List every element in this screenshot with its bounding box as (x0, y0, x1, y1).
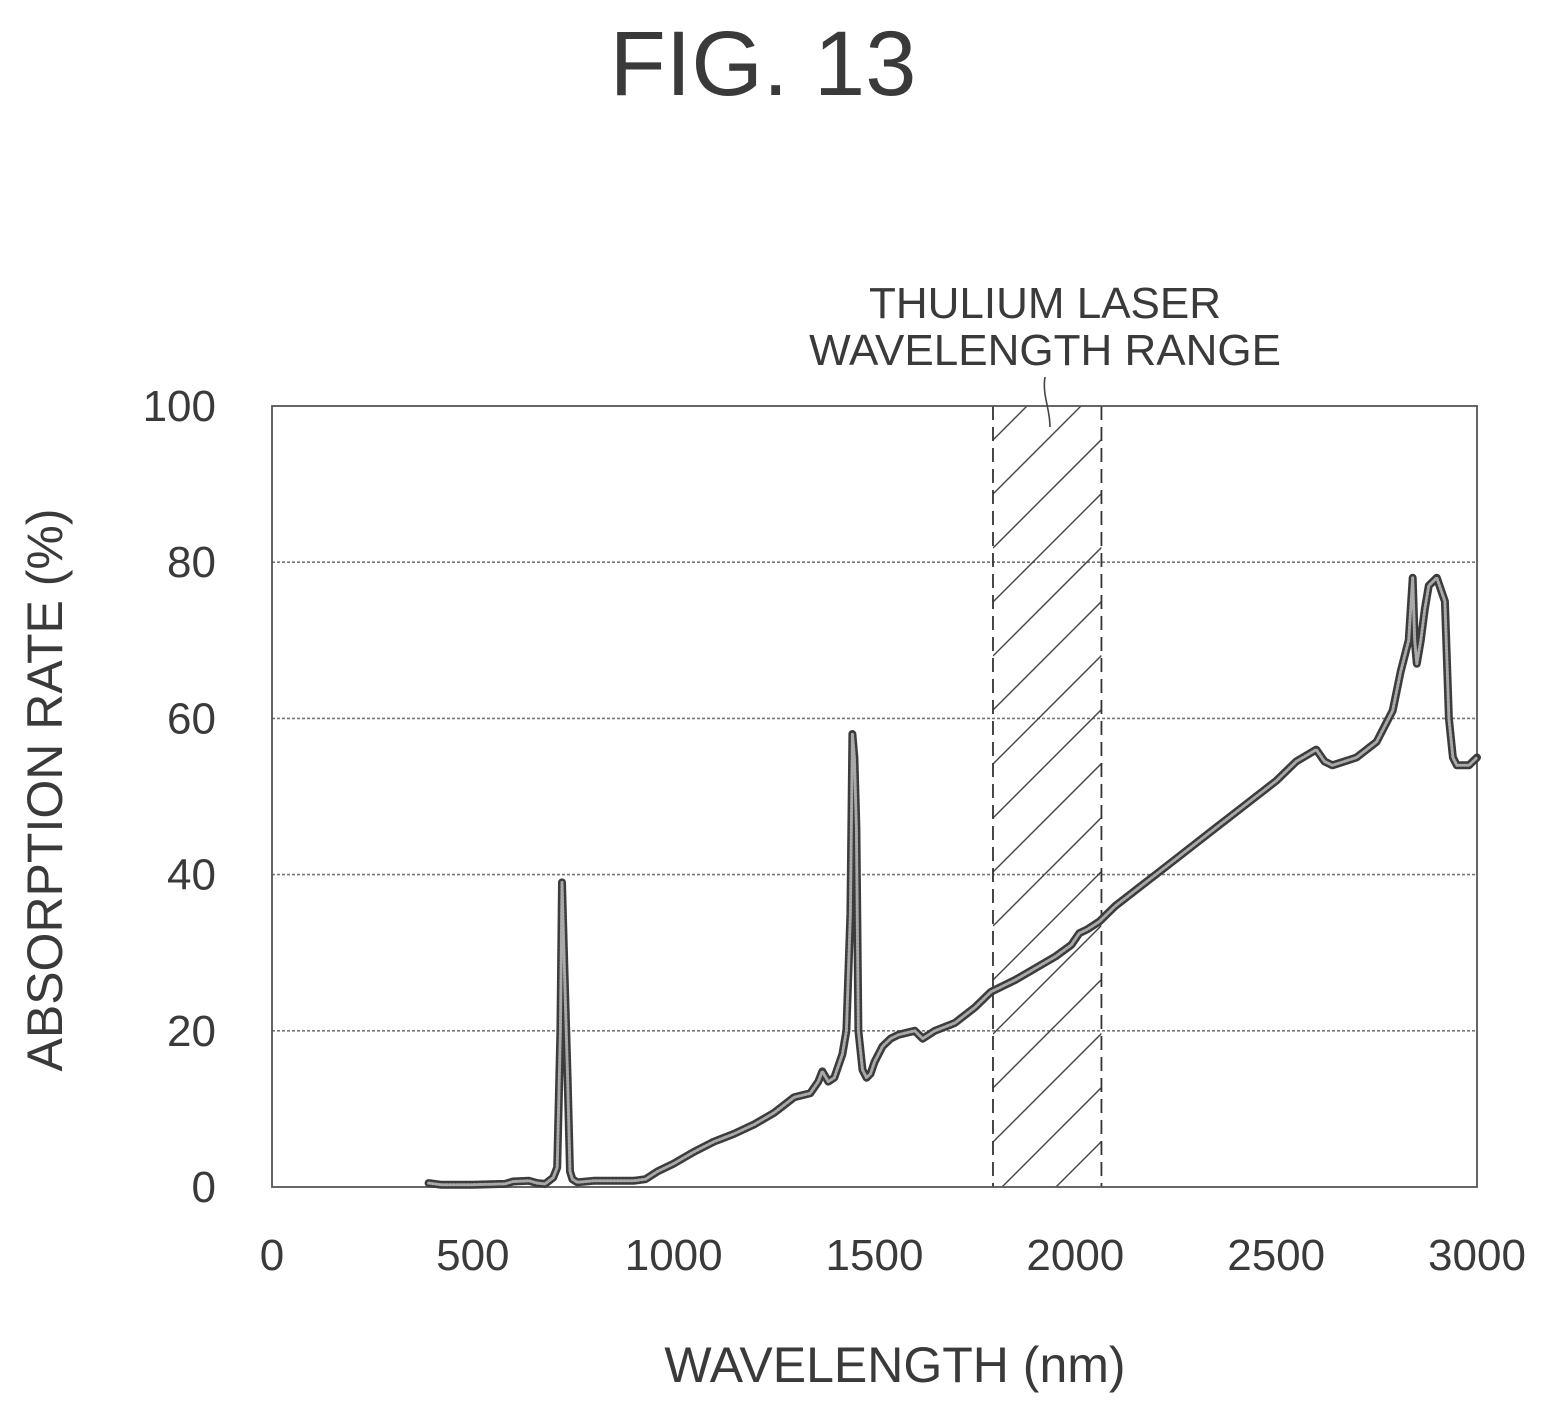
plot-frame (271, 405, 1478, 1188)
hatch-line (992, 709, 1102, 819)
x-tick-label: 3000 (1428, 1231, 1526, 1280)
x-tick-label: 0 (260, 1231, 284, 1280)
y-tick-label: 80 (167, 538, 216, 587)
hatch-line (992, 493, 1102, 603)
hatch-line (992, 601, 1102, 711)
x-tick-label: 1000 (625, 1231, 723, 1280)
band-label-line-1: THULIUM LASER (869, 279, 1221, 328)
x-tick-label: 500 (436, 1231, 509, 1280)
hatch-line (992, 925, 1102, 1035)
hatch-line (992, 979, 1102, 1089)
series-line-texture (427, 576, 1479, 1187)
hatch-line (992, 406, 1082, 495)
x-tick-label: 2500 (1227, 1231, 1325, 1280)
figure-title: FIG. 13 (610, 13, 917, 115)
y-tick-label: 20 (167, 1007, 216, 1056)
y-tick-label: 60 (167, 694, 216, 743)
y-tick-label: 40 (167, 851, 216, 900)
grid-lines (272, 561, 1477, 1032)
hatch-line (992, 655, 1102, 765)
hatch-line (992, 1033, 1102, 1143)
hatch-line (1001, 1087, 1102, 1187)
series-layer (424, 573, 1481, 1189)
hatch-line (992, 871, 1102, 981)
y-tick-label: 0 (192, 1163, 216, 1212)
y-tick-label: 100 (143, 382, 216, 431)
hatch-line (992, 547, 1102, 657)
y-axis-label: ABSORPTION RATE (%) (17, 508, 73, 1071)
band-leader-line (1043, 376, 1051, 428)
x-tick-label: 1500 (826, 1231, 924, 1280)
hatch-line (992, 763, 1102, 873)
thulium-band (992, 406, 1103, 1187)
hatch-line (992, 439, 1102, 549)
series-line-outer (424, 573, 1481, 1189)
x-axis-label: WAVELENGTH (nm) (664, 1337, 1125, 1393)
hatch-line (992, 817, 1102, 927)
band-hatch (992, 406, 1102, 1187)
band-label-line-2: WAVELENGTH RANGE (809, 326, 1281, 375)
hatch-line (1055, 1141, 1102, 1187)
tick-labels: 0 500 1000 1500 2000 2500 3000 0 20 40 60 80 100 (143, 382, 1526, 1280)
x-tick-label: 2000 (1026, 1231, 1124, 1280)
hatch-line (992, 406, 1028, 441)
